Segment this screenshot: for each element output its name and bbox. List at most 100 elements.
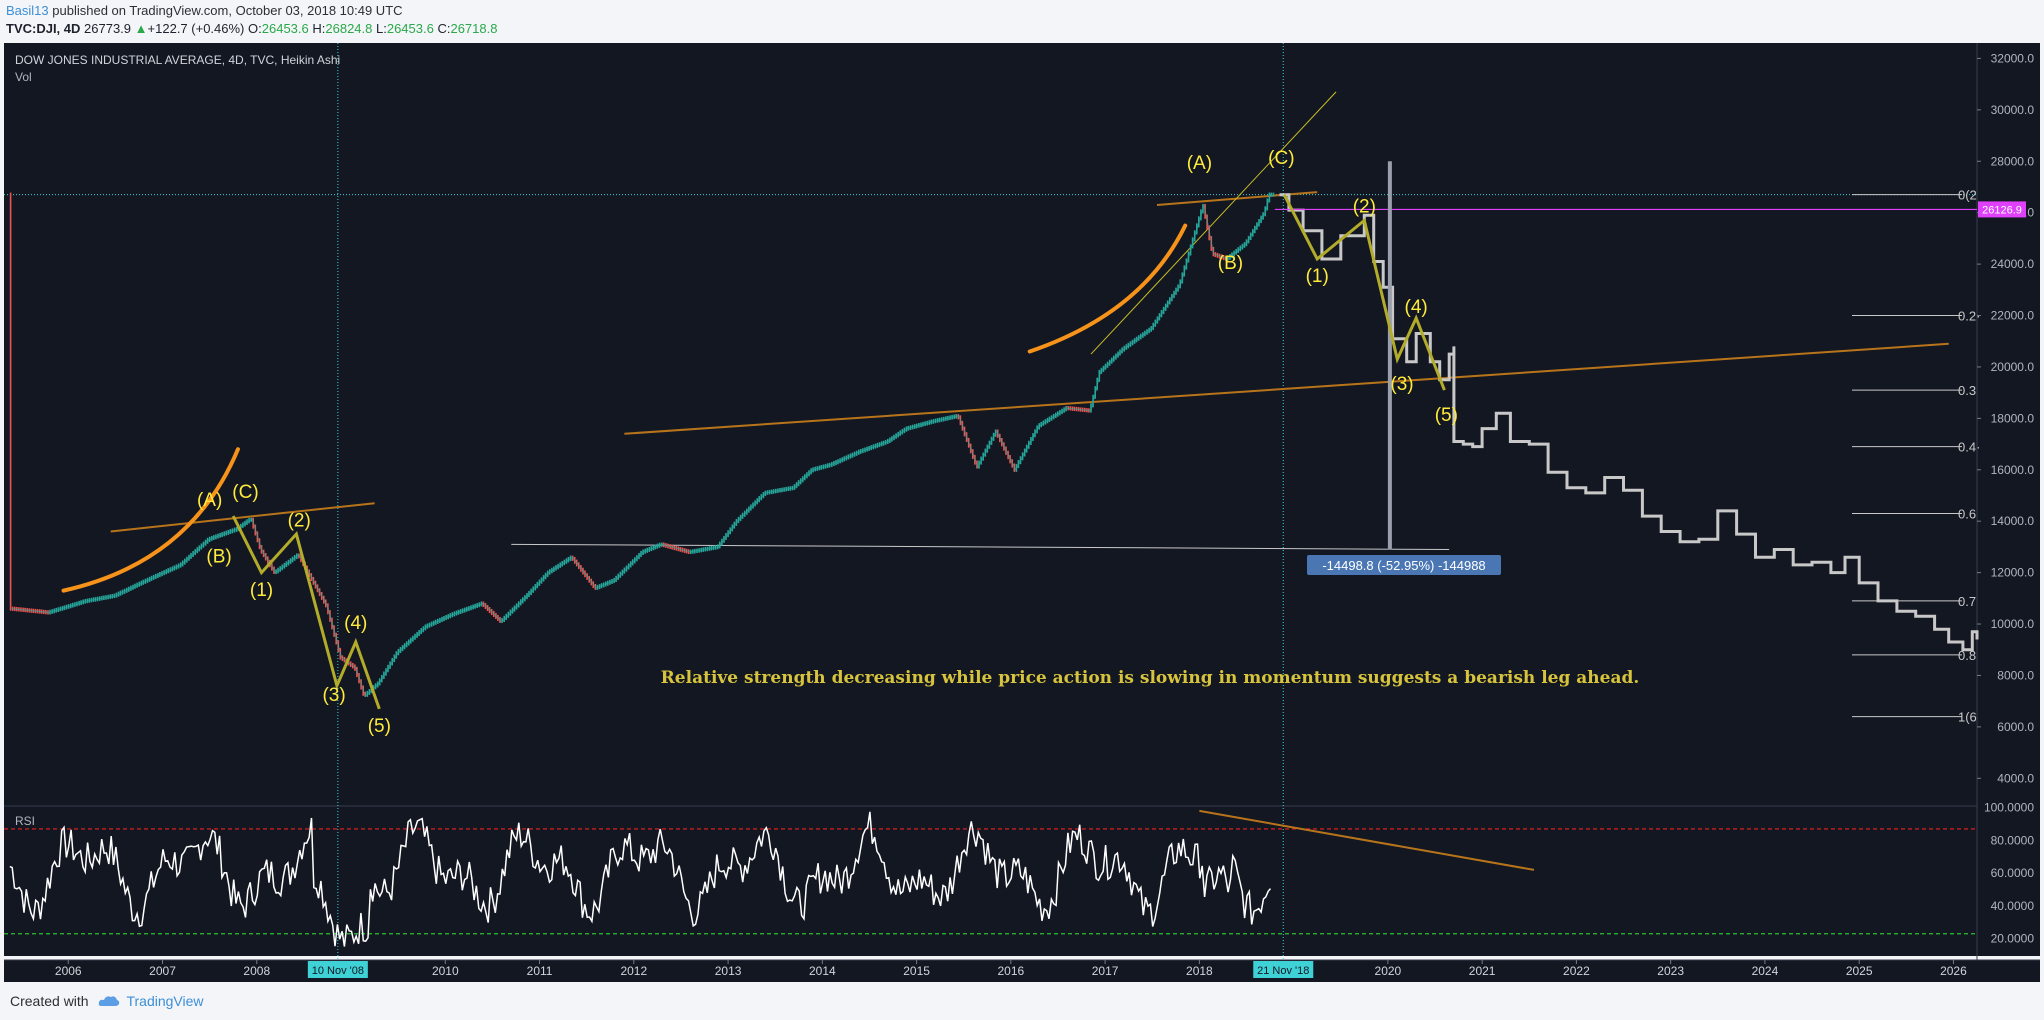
- y-tick-label: 14000.0: [1991, 514, 2035, 528]
- x-tick-label: 2008: [243, 964, 270, 978]
- measure-label-box: [1307, 555, 1501, 575]
- time-axis-panel: [4, 960, 2040, 982]
- price-level-badge: [1978, 201, 2026, 218]
- chart-background: [4, 43, 2040, 956]
- rsi-tick-label: 100.0000: [1984, 801, 2034, 815]
- measure-bar: [1387, 161, 1392, 550]
- channel-line: [1090, 91, 1337, 355]
- author-link[interactable]: Basil13: [6, 3, 49, 18]
- momentum-arc-2017: [1027, 223, 1188, 354]
- rsi-series: [9, 811, 1272, 947]
- open-value: 26453.6: [261, 21, 309, 36]
- open-label: O:: [248, 21, 262, 36]
- fib-level-label: 0.4·: [1958, 440, 1980, 455]
- wave-label-4: (4): [1405, 297, 1428, 318]
- wave-label-c: (C): [232, 482, 258, 503]
- x-tick-label: 2011: [527, 964, 553, 978]
- wave-label-1: (1): [1306, 266, 1329, 287]
- last-price: 26773.9: [84, 21, 132, 36]
- fib-level-label: 0.6: [1958, 506, 1976, 521]
- price-candle: [1090, 403, 1092, 413]
- wave-label-2: (2): [1353, 197, 1376, 218]
- x-tick-label: 2016: [998, 964, 1025, 978]
- rsi-tick-label: 60.0000: [1991, 866, 2035, 880]
- x-tick-label: 2024: [1752, 964, 1779, 978]
- y-tick-label: 6000.0: [1997, 720, 2034, 734]
- change-value: +122.7 (+0.46%): [147, 21, 245, 36]
- price-candle: [1272, 192, 1275, 197]
- x-tick-label: 2012: [620, 964, 647, 978]
- price-candle: [1270, 192, 1273, 197]
- wave-label-4: (4): [344, 613, 367, 634]
- price-candle: [957, 414, 960, 420]
- chart-legend-title: DOW JONES INDUSTRIAL AVERAGE, 4D, TVC, H…: [15, 53, 340, 67]
- y-tick-label: 18000.0: [1991, 411, 2035, 425]
- rsi-tick-label: 40.0000: [1991, 899, 2035, 913]
- chart-legend-vol: Vol: [15, 70, 32, 84]
- trendline-2018: [1156, 191, 1318, 206]
- x-tick-label: 2017: [1092, 964, 1119, 978]
- price-candle: [298, 553, 300, 559]
- close-label: C:: [437, 21, 451, 36]
- fib-level-label: 0.2·: [1958, 309, 1980, 324]
- date-badge: [1253, 961, 1314, 978]
- elliott-zigzag-2007: [231, 515, 381, 710]
- x-tick-label: 2007: [149, 964, 176, 978]
- x-tick-label: 2026: [1940, 964, 1967, 978]
- footer: Created with TradingView: [10, 993, 204, 1010]
- x-tick-label: 2021: [1469, 964, 1496, 978]
- close-value: 26718.8: [450, 21, 498, 36]
- price-level-badge-text: 26126.9: [1982, 204, 2022, 216]
- wave-label-c: (C): [1268, 148, 1294, 169]
- wave-label-a: (A): [197, 490, 222, 511]
- symbol-header: TVC:DJI, 4D 26773.9 ▲+122.7 (+0.46%) O:2…: [6, 21, 497, 36]
- price-axis-panel: [1977, 43, 2040, 956]
- y-tick-label: 10000.0: [1991, 617, 2035, 631]
- date-badge-text: 21 Nov '18: [1257, 965, 1309, 977]
- high-label: H:: [312, 21, 326, 36]
- price-series: [11, 194, 1271, 698]
- elliott-zigzag-2018: [1282, 194, 1446, 391]
- date-badge-text: 10 Nov '08: [312, 965, 364, 977]
- y-tick-label: 24000.0: [1991, 257, 2035, 271]
- fib-level-label: 0.8: [1958, 648, 1976, 663]
- trendline-2007: [110, 502, 375, 533]
- symbol-label: TVC:DJI, 4D: [6, 21, 81, 36]
- y-tick-label: 20000.0: [1991, 360, 2035, 374]
- y-tick-label: 16000.0: [1991, 463, 2035, 477]
- x-tick-label: 2013: [715, 964, 742, 978]
- wave-label-3: (3): [322, 685, 345, 706]
- x-tick-label: 2010: [432, 964, 459, 978]
- rsi-tick-label: 20.0000: [1991, 932, 2035, 946]
- wave-label-2: (2): [288, 510, 311, 531]
- tradingview-link[interactable]: TradingView: [126, 993, 204, 1009]
- publish-header: Basil13 published on TradingView.com, Oc…: [6, 3, 403, 18]
- measure-label: -14498.8 (-52.95%) -144988: [1322, 558, 1485, 573]
- wave-label-5: (5): [368, 716, 391, 737]
- y-tick-label: 8000.0: [1997, 668, 2034, 682]
- price-candle: [9, 192, 12, 611]
- x-tick-label: 2025: [1846, 964, 1873, 978]
- change-arrow-icon: ▲: [134, 21, 148, 36]
- publish-info: published on TradingView.com, October 03…: [52, 3, 403, 18]
- wave-label-5: (5): [1435, 405, 1458, 426]
- wave-label-b: (B): [206, 546, 231, 567]
- low-label: L:: [376, 21, 387, 36]
- y-tick-label: 12000.0: [1991, 566, 2035, 580]
- y-tick-label: 22000.0: [1991, 309, 2035, 323]
- y-tick-label: 30000.0: [1991, 103, 2035, 117]
- x-tick-label: 2006: [55, 964, 82, 978]
- price-candle: [571, 555, 574, 561]
- rsi-legend: RSI: [15, 814, 35, 828]
- fib-level-label: 0.7: [1958, 594, 1976, 609]
- trendline-long: [624, 342, 1949, 435]
- date-badge: [307, 961, 368, 978]
- momentum-arc-2007: [61, 447, 240, 593]
- fib-level-label: 1(6: [1958, 710, 1977, 725]
- y-tick-label: 32000.0: [1991, 51, 2035, 65]
- tradingview-cloud-icon: [98, 994, 120, 1010]
- x-tick-label: 2022: [1563, 964, 1590, 978]
- y-tick-label: 4000.0: [1997, 771, 2034, 785]
- fib-level-label: 0.3: [1958, 383, 1976, 398]
